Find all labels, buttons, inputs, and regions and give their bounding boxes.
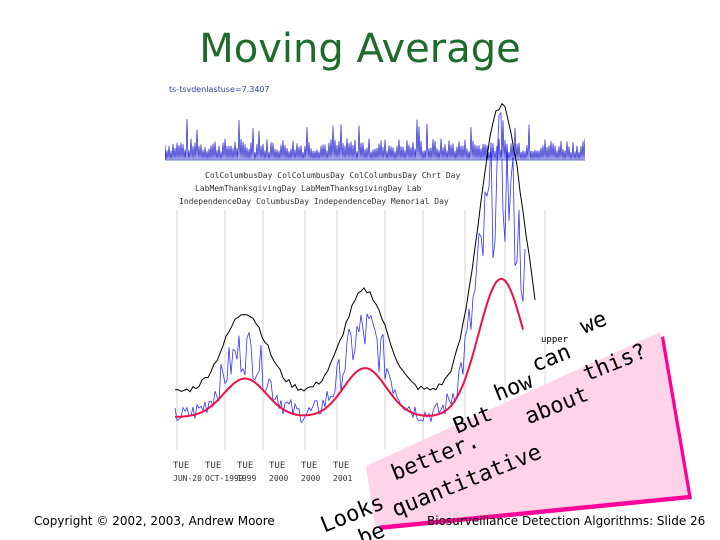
raw-series-line xyxy=(174,111,526,424)
x-date-label-4: 2000 xyxy=(301,474,320,483)
x-date-label-2: 1999 xyxy=(237,474,256,483)
x-date-label-0: JUN-20 xyxy=(173,474,202,483)
time-series-figure: ts-tsvdenlastuse=7.3407 ColColumbusDay C… xyxy=(165,85,585,485)
x-day-label-1: TUE xyxy=(205,461,221,471)
x-day-label-4: TUE xyxy=(301,461,317,471)
slide-title: Moving Average xyxy=(199,26,521,72)
upper-series-line xyxy=(174,102,536,393)
x-day-label-5: TUE xyxy=(333,461,349,471)
x-date-label-3: 2000 xyxy=(269,474,288,483)
spike-row xyxy=(165,118,585,161)
spike-row-path xyxy=(165,118,585,161)
callout-box xyxy=(366,332,688,526)
event-labels-row3: IndependenceDay ColumbusDay Independence… xyxy=(179,197,449,206)
copyright-text: Copyright © 2002, 2003, Andrew Moore xyxy=(34,514,275,528)
x-day-label-2: TUE xyxy=(237,461,253,471)
upper-series-label: upper xyxy=(541,335,569,345)
callout-word-can: can xyxy=(528,340,574,378)
callout-word-be: be xyxy=(355,518,389,540)
series-group xyxy=(174,102,536,424)
vertical-grid xyxy=(176,210,546,450)
event-labels-row2: LabMemThanksgivingDay LabMemThanksgiving… xyxy=(195,184,422,193)
figure-header-text: ts-tsvdenlastuse=7.3407 xyxy=(169,85,270,94)
moving-average-line xyxy=(174,277,524,418)
event-labels-row1: ColColumbusDay ColColumbusDay ColColumbu… xyxy=(205,171,460,180)
x-date-label-1: OCT-1999 xyxy=(205,474,244,483)
x-day-label-0: TUE xyxy=(173,461,189,471)
x-day-label-3: TUE xyxy=(269,461,285,471)
x-date-label-5: 2001 xyxy=(333,474,352,483)
slide-footer: Biosurveillance Detection Algorithms: Sl… xyxy=(427,514,706,528)
callout-word-we: we xyxy=(577,307,611,340)
